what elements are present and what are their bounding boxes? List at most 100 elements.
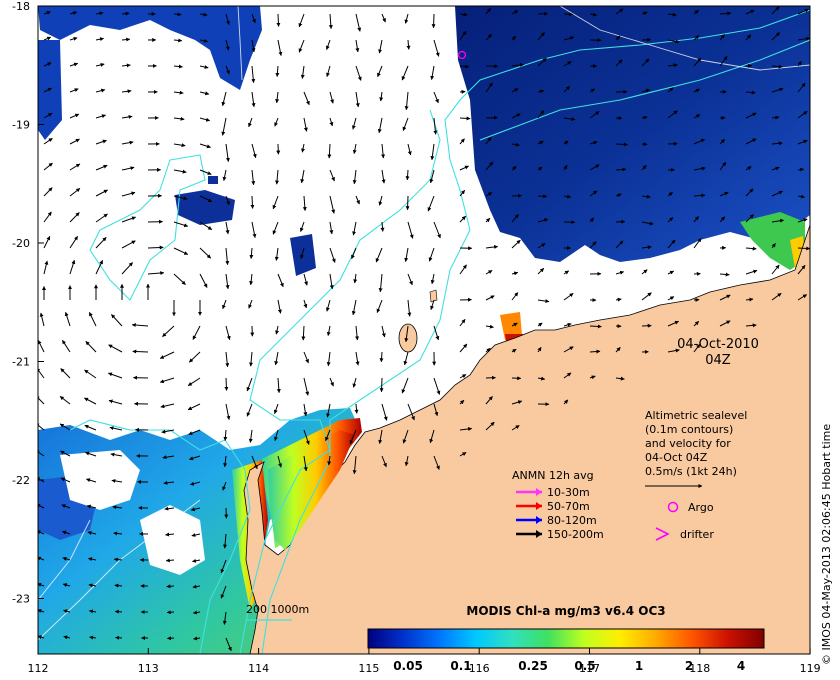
drifter-marker-icon [655,527,670,541]
velocity-arrow-icon [404,91,409,111]
velocity-arrow-icon [173,247,189,255]
y-tick-label: -23 [12,593,30,606]
velocity-arrow-icon [173,90,184,95]
velocity-arrow-icon [537,57,547,67]
velocity-arrow-icon [693,343,701,353]
velocity-arrow-icon [430,65,435,80]
velocity-arrow-icon [248,429,253,443]
velocity-arrow-icon [719,55,728,67]
velocity-arrow-icon [298,39,305,53]
map-plot-area [38,6,810,654]
velocity-arrow-icon [220,585,227,599]
velocity-arrow-icon [303,377,310,396]
velocity-arrow-icon [161,429,175,434]
nw-cape-bloom [500,312,522,340]
velocity-arrow-icon [250,195,255,209]
velocity-arrow-icon [485,269,493,275]
velocity-arrow-icon [797,294,808,301]
anmn-legend-label: 150-200m [547,528,604,541]
velocity-arrow-icon [430,299,435,310]
velocity-arrow-icon [160,403,175,409]
velocity-arrow-icon [615,193,622,198]
velocity-arrow-icon [199,273,208,288]
velocity-arrow-icon [537,299,550,304]
velocity-arrow-icon [109,426,123,431]
velocity-arrow-icon [641,115,648,120]
velocity-arrow-icon [771,87,784,93]
argo-label: Argo [688,501,714,514]
velocity-arrow-icon [38,450,45,457]
velocity-arrow-icon [88,583,97,588]
velocity-arrow-icon [223,429,228,441]
velocity-arrow-icon [69,62,79,67]
velocity-arrow-icon [485,82,493,93]
velocity-arrow-icon [303,117,308,132]
y-tick-label: -18 [12,0,30,13]
velocity-arrow-icon [459,215,467,223]
velocity-arrow-icon [485,324,494,329]
velocity-arrow-icon [745,138,757,145]
velocity-arrow-icon [797,8,809,15]
velocity-arrow-icon [300,169,305,184]
velocity-arrow-icon [693,57,702,67]
velocity-arrow-icon [95,114,106,119]
velocity-arrow-icon [303,351,309,364]
velocity-arrow-icon [329,273,334,290]
velocity-arrow-icon [275,65,280,77]
velocity-arrow-icon [459,189,466,197]
velocity-arrow-icon [378,195,383,206]
velocity-arrow-icon [329,91,335,104]
velocity-arrow-icon [615,35,621,41]
velocity-arrow-icon [113,531,123,536]
velocity-arrow-icon [797,218,808,223]
velocity-arrow-icon [381,169,386,184]
velocity-arrow-icon [378,273,383,293]
island [429,289,438,303]
velocity-arrow-icon [121,166,135,171]
velocity-arrow-icon [38,609,45,613]
velocity-arrow-icon [43,36,52,41]
colorbar-tick-label: 0.5 [574,659,595,673]
altimetry-note-line: (0.1m contours) [645,423,733,436]
velocity-arrow-icon [112,505,123,510]
velocity-arrow-icon [115,635,123,640]
ocean-patch [175,190,235,225]
velocity-arrow-icon [224,377,229,391]
velocity-arrow-icon [251,39,256,53]
velocity-arrow-icon [199,195,213,203]
velocity-arrow-icon [433,455,440,470]
velocity-arrow-icon [246,377,253,392]
velocity-arrow-icon [459,64,470,69]
velocity-arrow-icon [407,299,412,317]
velocity-arrow-icon [485,7,492,15]
velocity-arrow-icon [189,481,201,486]
velocity-arrow-icon [771,190,783,197]
velocity-arrow-icon [59,423,71,431]
velocity-arrow-icon [121,216,136,223]
velocity-arrow-icon [95,139,107,145]
anmn-legend-label: 80-120m [547,514,597,527]
velocity-arrow-icon [745,297,754,302]
velocity-arrow-icon [745,188,754,197]
anmn-legend-arrowhead-icon [536,502,542,510]
velocity-arrow-icon [378,429,383,444]
velocity-arrow-icon [380,221,385,232]
velocity-arrow-icon [667,217,674,223]
velocity-arrow-icon [188,429,201,435]
velocity-arrow-icon [615,297,622,302]
velocity-arrow-icon [95,260,104,275]
velocity-arrow-icon [199,117,211,122]
velocity-arrow-icon [797,36,810,41]
velocity-arrow-icon [459,374,467,379]
velocity-arrow-icon [121,140,134,145]
velocity-arrow-icon [511,425,520,431]
velocity-arrow-icon [38,422,45,431]
velocity-arrow-icon [84,369,97,379]
velocity-arrow-icon [43,112,53,119]
velocity-arrow-icon [771,243,776,249]
velocity-arrow-icon [511,35,517,41]
velocity-arrow-icon [797,139,808,145]
velocity-arrow-icon [108,399,123,405]
velocity-arrow-icon [381,325,386,338]
velocity-arrow-icon [563,372,572,379]
